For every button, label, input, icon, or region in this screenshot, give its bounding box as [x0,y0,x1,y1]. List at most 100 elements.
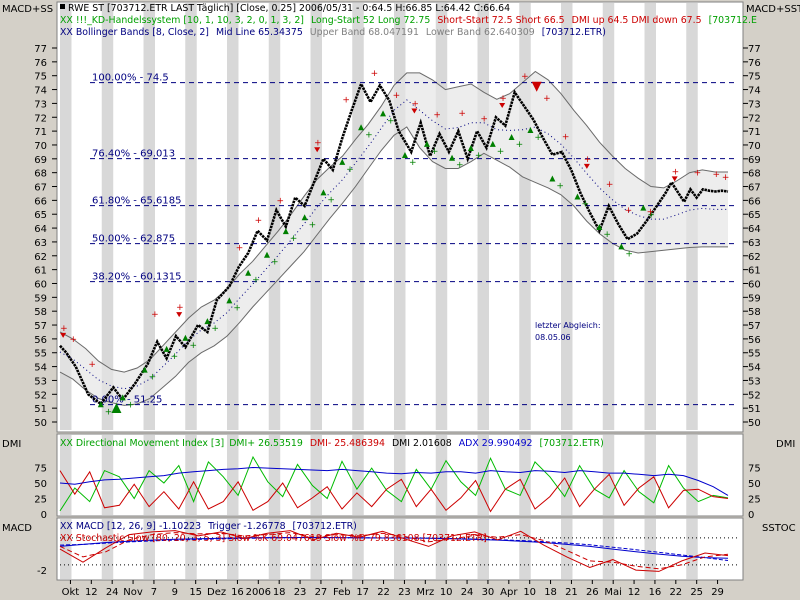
sell-signal-plus: + [277,196,285,206]
time-stripe [143,3,155,430]
price-tick-label-right: 55 [748,349,761,360]
legend-line2-name: XX !!!_KD-Handelssystem [10, 1, 10, 3, 2… [60,15,304,26]
dmi-tick-label-left: 0 [41,510,47,521]
buy-signal-marker [640,204,647,211]
bollinger-upper-line [59,70,728,373]
dmi-tick-label-right: 50 [748,479,761,490]
time-stripe [394,3,406,430]
legend-line2-tail: [703712.E [709,15,757,26]
x-tick-label: 16 [231,587,244,598]
price-tick-label-right: 76 [748,58,761,69]
buy-signal-marker [423,140,430,147]
time-stripe [686,519,698,579]
x-tick-label: 12 [628,587,641,598]
sell-signal-marker [314,147,321,153]
time-stripe [268,435,281,515]
x-tick-label: Okt [62,587,80,598]
price-tick-label-right: 63 [748,238,761,249]
price-tick-label-left: 65 [34,210,47,221]
sell-signal-plus: + [712,170,720,180]
buy-signal-marker [141,366,148,373]
price-line [59,80,729,406]
time-stripe [143,519,155,579]
dmi-tick-label-right: 25 [748,495,761,506]
dmi-tick-label-right: 0 [748,510,754,521]
x-tick-label: 16 [649,587,662,598]
buy-signal-marker [527,127,534,134]
sell-signal-plus: + [606,180,614,190]
buy-signal-plus: + [233,303,241,313]
buy-signal-marker [119,394,126,401]
price-tick-label-right: 53 [748,376,761,387]
x-tick-label: 7 [151,587,157,598]
time-stripe [435,3,448,430]
sell-signal-plus: + [433,111,441,121]
price-tick-label-right: 56 [748,335,761,346]
x-tick-label: 9 [172,587,178,598]
buy-signal-plus: + [556,182,564,192]
time-stripe [227,435,239,515]
sell-signal-plus: + [314,138,322,148]
time-stripes-macd [60,519,698,579]
price-tick-label-left: 68 [34,169,47,180]
buy-signal-plus: + [534,133,542,143]
time-stripe [435,435,448,515]
buy-signal-plus: + [189,341,197,351]
price-tick-label-left: 71 [34,127,47,138]
buy-signal-plus: + [409,158,417,168]
buy-signal-marker [245,269,252,276]
buy-signal-marker [182,334,189,341]
price-tick-label-left: 77 [34,44,47,55]
price-tick-label-right: 60 [748,279,761,290]
sell-signal-plus: + [647,208,655,218]
x-tick-label: Dez [207,587,226,598]
price-tick-label-right: 77 [748,44,761,55]
buy-signal-plus: + [290,234,298,244]
buy-signal-marker [380,110,387,117]
time-stripe [477,519,489,579]
dmi-legend-minus: DMI- 25.486394 [310,438,385,449]
sell-signal-plus: + [562,133,570,143]
annotation-line2: 08.05.06 [535,333,571,342]
time-stripe [394,519,406,579]
dmi-legend-adx: ADX 29.990492 [459,438,533,449]
fibonacci-levels: 100.00% - 74.5 76.40% - 69.013 61.80% - 65… [90,73,738,406]
sell-signal-plus: + [371,69,379,79]
legend-line3-tail: [703712.ETR) [542,27,606,38]
price-tick-label-left: 61 [34,266,47,277]
time-stripe [352,3,364,430]
sell-signal-plus: + [584,155,592,165]
price-panel-left-title: MACD+SS [2,4,53,15]
sell-signal-marker [583,163,590,169]
fibonacci-label: 100.00% - 74.5 [92,73,169,84]
time-stripe [394,435,406,515]
price-tick-label-left: 70 [34,141,47,152]
sell-signal-plus: + [236,244,244,254]
buy-signal-plus: + [603,230,611,240]
x-tick-label: Apr [500,587,518,598]
sell-signal-plus: + [255,216,263,226]
dmi-legend-plus: DMI+ 26.53519 [229,438,303,449]
x-tick-label: 12 [85,587,98,598]
x-tick-label: 21 [565,587,578,598]
buy-signal-plus: + [387,116,395,126]
fibonacci-label: 61.80% - 65.6185 [92,196,181,207]
sell-signal-plus: + [88,360,96,370]
price-tick-label-left: 58 [34,307,47,318]
buy-signal-marker [508,133,515,140]
price-tick-label-left: 67 [34,183,47,194]
price-tick-label-left: 75 [34,72,47,83]
sell-signal-marker [176,312,183,318]
x-tick-label: Nov [123,587,143,598]
time-stripe [644,519,656,579]
time-stripe [227,3,239,430]
bollinger-bands [59,70,728,406]
price-tick-label-right: 57 [748,321,761,332]
buy-signal-marker [320,189,327,196]
time-stripe [561,435,573,515]
sell-signal-plus: + [543,94,551,104]
price-tick-label-left: 57 [34,321,47,332]
fibonacci-label: 0.00% - 51.25 [92,395,162,406]
bollinger-mid-line [59,99,728,390]
sell-signal-plus: + [342,95,350,105]
